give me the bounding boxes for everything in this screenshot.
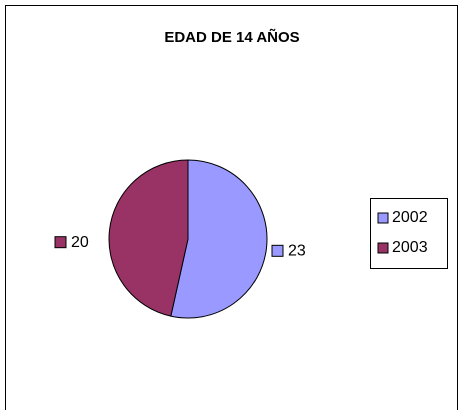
pie-slice [170,159,268,319]
pie-slice [108,159,189,317]
legend-label: 2003 [392,239,428,256]
legend-key [377,212,389,224]
chart-title: EDAD DE 14 AÑOS [164,28,299,46]
data-label: 20 [71,234,89,251]
legend-key [377,242,389,254]
data-label: 23 [288,243,306,260]
label-key [54,236,67,249]
legend-label: 2002 [392,209,428,226]
label-key [271,244,284,257]
legend-box [370,198,448,269]
